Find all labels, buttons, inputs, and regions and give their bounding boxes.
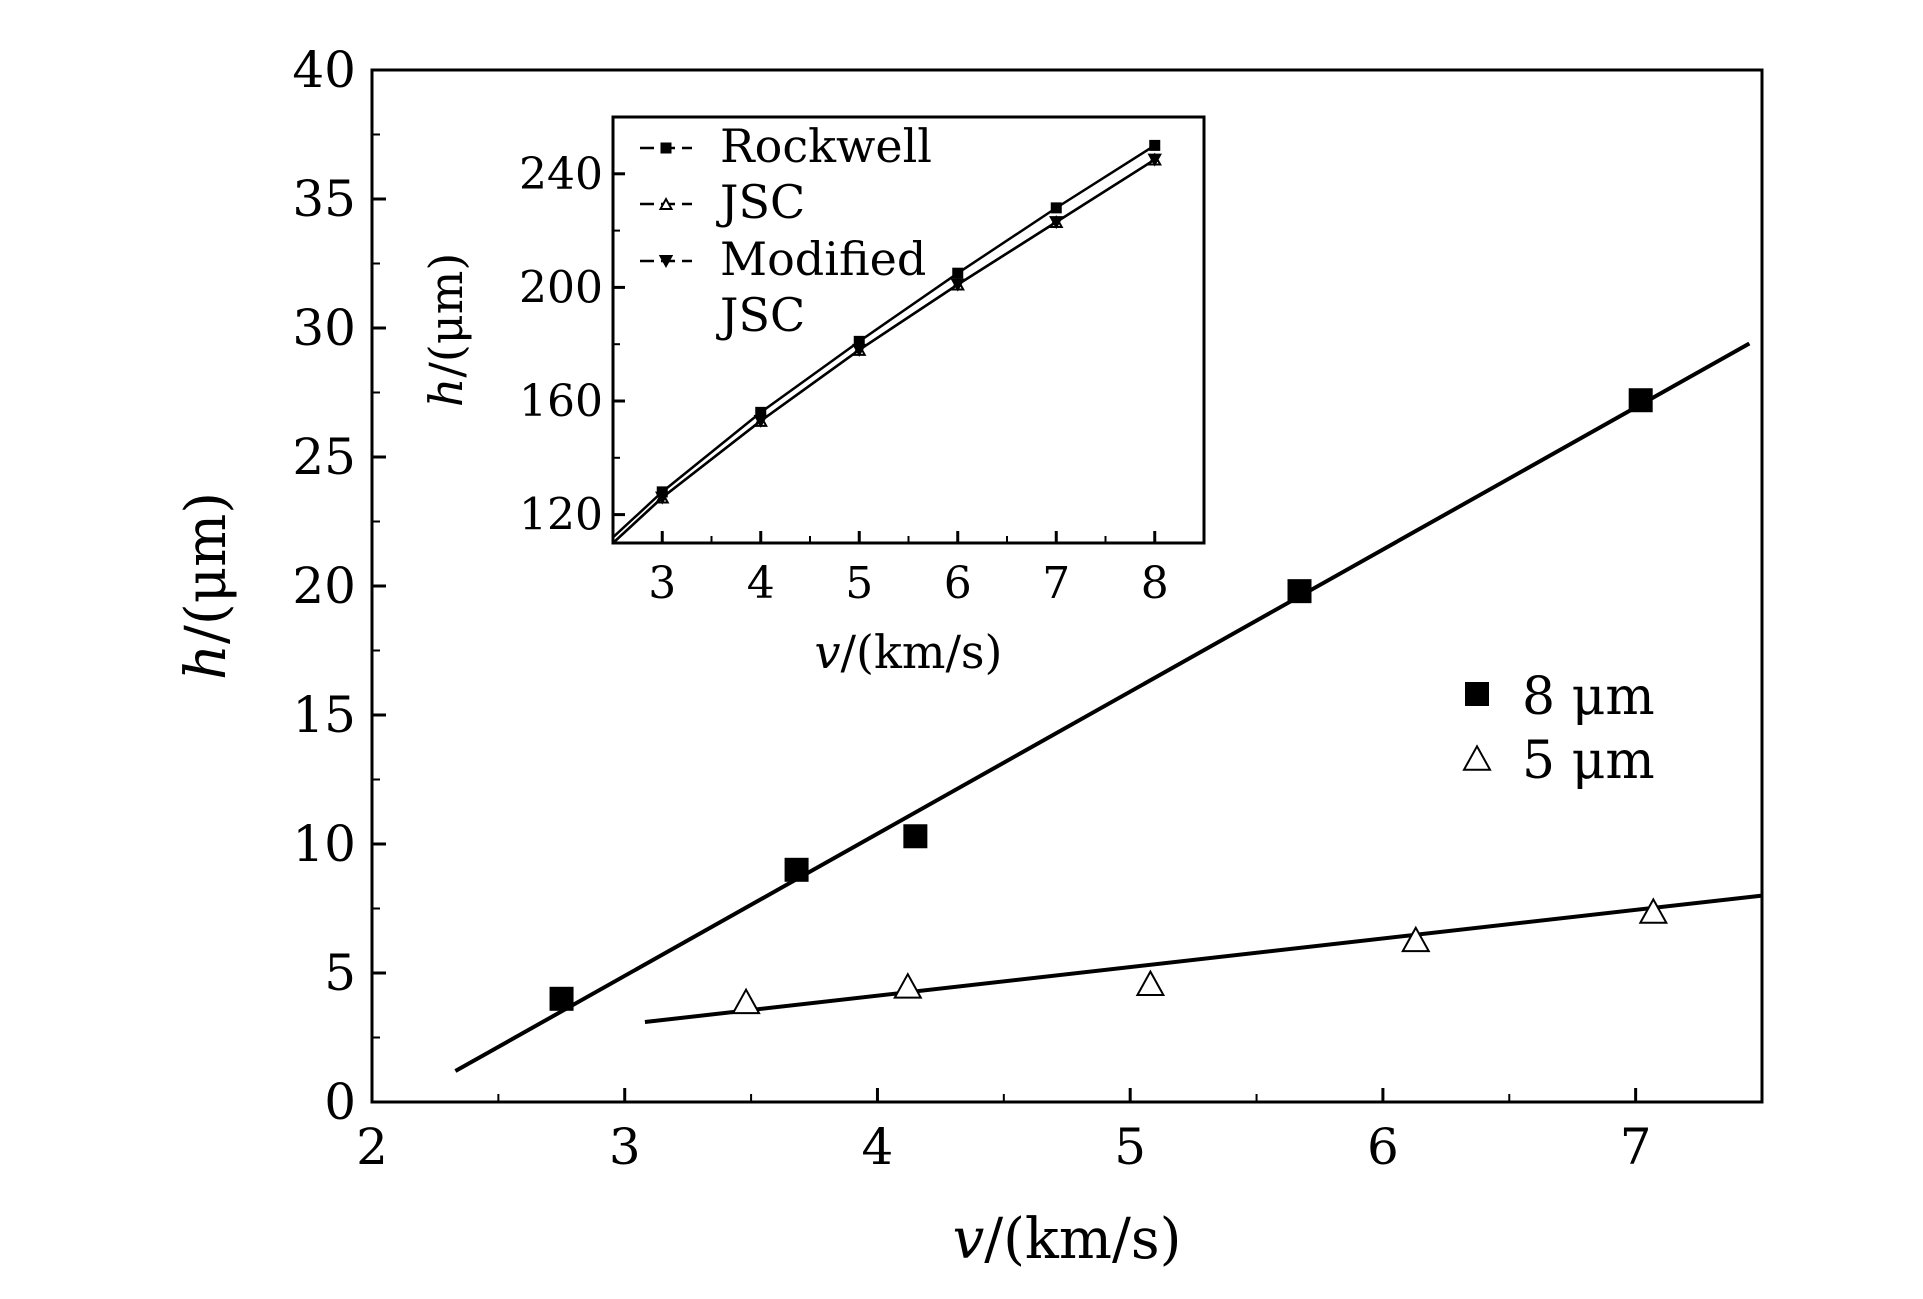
- main-x-ticks: 2 3 4 5 6 7: [356, 1088, 1652, 1176]
- inset-y-ticks: 120 160 200 240: [519, 149, 625, 541]
- fit-line: [454, 341, 1751, 1073]
- inset-point-square: [1149, 139, 1161, 151]
- legend-item-5um: 5 μm: [1462, 731, 1655, 791]
- main-y-tick-label: 5: [324, 944, 356, 1002]
- data-point-square: [1287, 579, 1312, 604]
- inset-point-triangle-down: [852, 343, 867, 357]
- main-y-tick-label: 20: [292, 557, 356, 615]
- inset-legend-item-modified-jsc: Modified JSC: [640, 232, 926, 342]
- series-8um: [454, 341, 1751, 1073]
- inset-x-axis-label-unit: /(km/s): [841, 625, 1003, 679]
- inset-y-tick-label: 240: [519, 149, 603, 200]
- inset-legend-label-line: JSC: [716, 288, 805, 342]
- inset-point-square: [1050, 202, 1062, 214]
- inset-x-axis-label-symbol: v: [815, 625, 841, 679]
- data-point-triangle: [1135, 969, 1166, 997]
- inset-y-axis-label-unit: /(μm): [419, 253, 473, 378]
- inset-plot-frame: [611, 115, 1206, 545]
- inset-x-axis-label: v/(km/s): [815, 625, 1003, 679]
- main-legend: 8 μm5 μm: [1462, 667, 1655, 791]
- inset-legend-label-line: Modified: [720, 232, 926, 286]
- data-point-triangle: [1638, 897, 1669, 924]
- main-y-tick-label: 25: [292, 428, 356, 486]
- inset-legend-item-rockwell: Rockwell: [640, 119, 932, 173]
- inset-x-tick-label: 3: [648, 558, 676, 609]
- inset-legend-label-line: JSC: [716, 175, 805, 229]
- inset-point-triangle-down: [753, 414, 768, 428]
- main-y-tick-label: 40: [292, 41, 356, 99]
- main-x-axis-label-symbol: v: [953, 1207, 985, 1272]
- main-y-tick-label: 15: [292, 686, 356, 744]
- main-y-axis-label: h/(μm): [174, 492, 239, 680]
- inset-x-tick-label: 5: [845, 558, 873, 609]
- inset-y-tick-label: 200: [519, 262, 603, 313]
- inset-point-triangle-down: [1147, 153, 1162, 167]
- main-x-axis-label: v/(km/s): [953, 1207, 1182, 1272]
- main-y-ticks: 0 5 10 15 20 25 30 35 40: [292, 41, 386, 1131]
- legend-item-8um: 8 μm: [1465, 667, 1655, 727]
- inset-point-triangle-down: [655, 491, 670, 505]
- inset-x-tick-label: 8: [1141, 558, 1169, 609]
- inset-y-axis-label: h/(μm): [419, 253, 473, 408]
- inset-y-tick-label: 160: [519, 376, 603, 427]
- main-y-axis-label-unit: /(μm): [174, 492, 239, 644]
- inset-x-tick-label: 7: [1042, 558, 1070, 609]
- inset-y-tick-label: 120: [519, 490, 603, 541]
- inset-x-tick-label: 6: [944, 558, 972, 609]
- legend-marker-square: [1465, 682, 1489, 706]
- inset-x-tick-label: 4: [747, 558, 775, 609]
- data-point-square: [903, 824, 928, 849]
- main-y-tick-label: 35: [292, 170, 356, 228]
- inset-point-square: [952, 267, 964, 279]
- inset-legend-label-line: Rockwell: [720, 119, 932, 173]
- legend-label: 5 μm: [1522, 731, 1655, 791]
- inset-legend-marker-square: [660, 142, 672, 154]
- main-x-tick-label: 4: [862, 1118, 894, 1176]
- data-point-square: [549, 986, 574, 1011]
- data-point-square: [784, 857, 809, 882]
- inset-legend-marker-triangle-up: [658, 196, 674, 210]
- inset-x-ticks: 3 4 5 6 7 8: [648, 531, 1169, 609]
- main-x-tick-label: 7: [1620, 1118, 1652, 1176]
- fit-line: [644, 893, 1763, 1025]
- inset-legend-marker-triangle-down: [658, 255, 674, 269]
- data-point-triangle: [893, 972, 923, 999]
- main-y-tick-label: 30: [292, 299, 356, 357]
- main-x-tick-label: 3: [609, 1118, 641, 1176]
- inset-point-triangle-down: [1049, 216, 1064, 230]
- inset-legend-item-jsc: JSC: [640, 175, 805, 229]
- data-point-triangle: [1401, 925, 1431, 953]
- legend-marker-triangle: [1462, 744, 1492, 771]
- data-point-square: [1628, 388, 1653, 413]
- main-x-tick-label: 6: [1367, 1118, 1399, 1176]
- inset-y-axis-label-symbol: h: [419, 378, 473, 408]
- data-point-triangle: [731, 987, 761, 1015]
- legend-label: 8 μm: [1522, 667, 1655, 727]
- inset-point-triangle-down: [950, 278, 965, 292]
- main-y-axis-label-symbol: h: [174, 644, 239, 680]
- series-5um: [644, 893, 1763, 1025]
- inset-legend-label: Modified JSC: [716, 232, 926, 342]
- inset-legend-label: JSC: [716, 175, 805, 229]
- main-y-tick-label: 0: [324, 1073, 356, 1131]
- main-x-tick-label: 5: [1114, 1118, 1146, 1176]
- inset-series-modified-jsc: [612, 153, 1162, 544]
- main-x-tick-label: 2: [356, 1118, 388, 1176]
- inset-legend-label: Rockwell: [720, 119, 932, 173]
- main-y-tick-label: 10: [292, 815, 356, 873]
- main-x-axis-label-unit: /(km/s): [984, 1207, 1181, 1272]
- inset-chart: 3 4 5 6 7 8 120 160 200 240 v/(km/s) h/(μm) Rockwell…: [419, 115, 1206, 679]
